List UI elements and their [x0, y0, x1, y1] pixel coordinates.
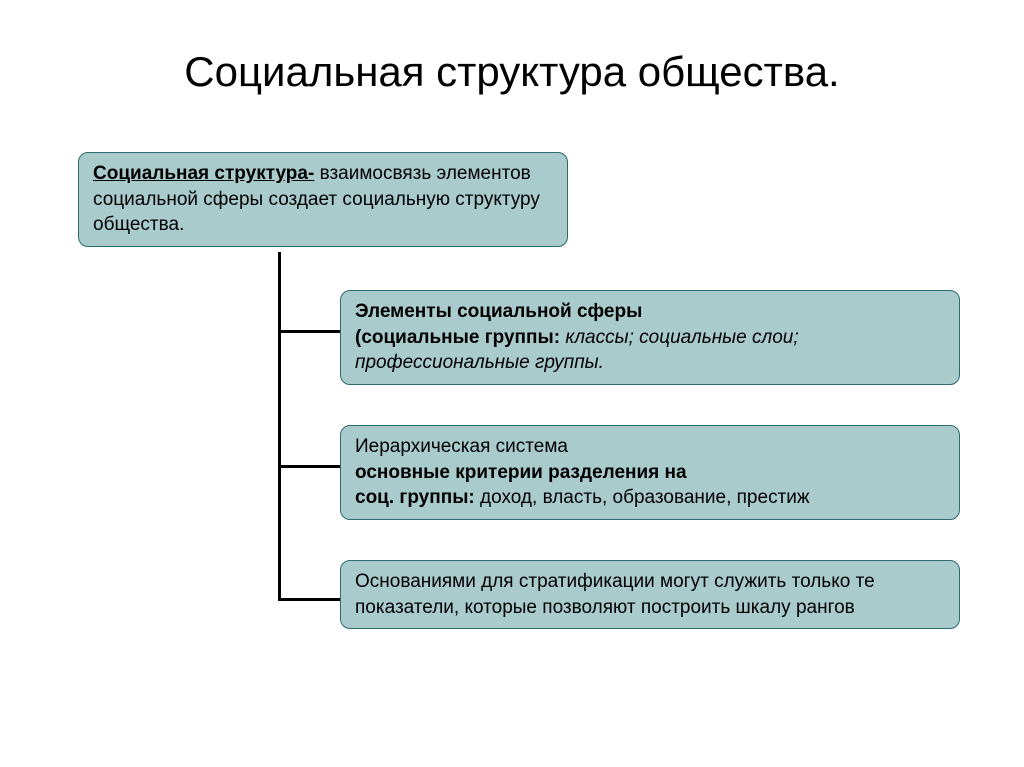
root-term: Социальная структура-: [93, 163, 314, 184]
c1-line3: профессиональные группы.: [355, 352, 604, 373]
c2-line1: Иерархическая система: [355, 436, 568, 457]
child-node-2: Иерархическая система основные критерии …: [340, 425, 960, 520]
connector-h-1: [278, 330, 340, 333]
c3-text: Основаниями для стратификации могут служ…: [355, 571, 875, 618]
child-node-3: Основаниями для стратификации могут служ…: [340, 560, 960, 629]
c1-line1: Элементы социальной сферы: [355, 301, 642, 322]
page-title: Социальная структура общества.: [0, 48, 1024, 96]
connector-h-3: [278, 598, 340, 601]
c2-line2: основные критерии разделения на: [355, 462, 687, 483]
c1-line2b: классы; социальные слои;: [560, 327, 799, 348]
connector-h-2: [278, 465, 340, 468]
c1-line2a: (социальные группы:: [355, 327, 560, 348]
child-node-1: Элементы социальной сферы (социальные гр…: [340, 290, 960, 385]
connector-trunk: [278, 252, 281, 598]
c2-line3b: доход, власть, образование, престиж: [475, 487, 810, 508]
c2-line3a: соц. группы:: [355, 487, 475, 508]
root-node: Социальная структура- взаимосвязь элемен…: [78, 152, 568, 247]
